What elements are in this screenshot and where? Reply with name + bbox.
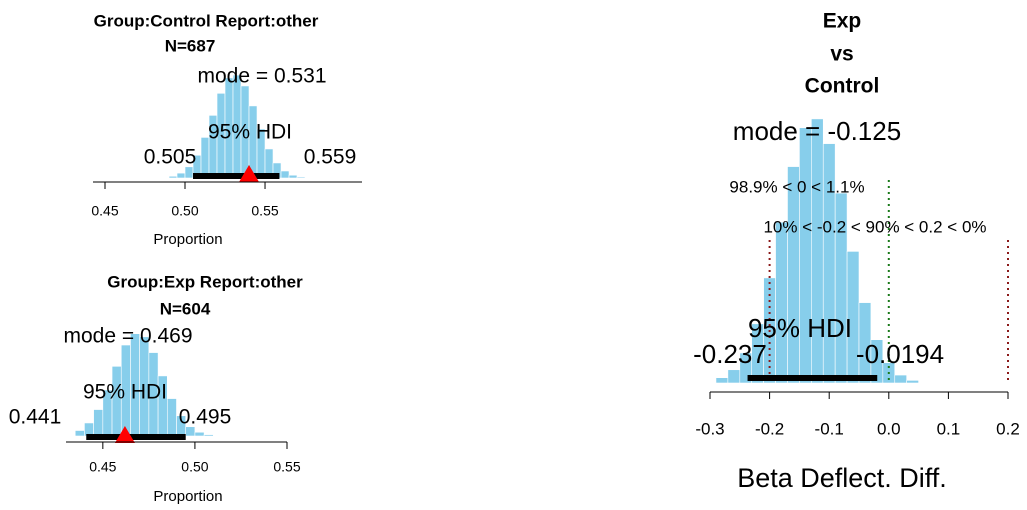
histogram-bar [168, 175, 178, 179]
hdi-value: -0.0194 [856, 339, 944, 369]
x-tick-label: 0.45 [89, 459, 116, 475]
chart-title: Group:Control Report:other [94, 11, 319, 30]
hdi-label: 95% HDI [208, 121, 292, 144]
x-tick-label: 0.45 [91, 203, 118, 219]
x-axis-label: Beta Deflect. Diff. [737, 463, 947, 493]
histogram-bar [787, 166, 800, 384]
rope-label: 10% < -0.2 < 90% < 0.2 < 0% [763, 217, 986, 236]
hdi-value: 0.505 [144, 146, 197, 169]
x-tick-label: 0.1 [937, 419, 961, 438]
histogram-bar [799, 127, 812, 384]
histogram-bar [894, 374, 907, 384]
histogram-bar [775, 221, 788, 384]
chart-subtitle: N=604 [160, 299, 211, 318]
x-tick-label: -0.1 [815, 419, 844, 438]
histogram-bar [296, 176, 306, 179]
histogram-bar [185, 426, 196, 437]
histogram-bar [93, 409, 104, 437]
x-tick-label: 0.50 [171, 203, 198, 219]
x-tick-label: 0.2 [996, 419, 1020, 438]
histogram-bar [166, 398, 177, 437]
mode-label: mode = 0.531 [197, 65, 326, 88]
chart-title: vs [830, 43, 853, 66]
histogram-bar [727, 369, 741, 384]
hdi-label: 95% HDI [83, 381, 167, 404]
histogram-bar [870, 339, 884, 384]
histogram-bar [176, 172, 186, 179]
x-axis-label: Proportion [153, 488, 222, 505]
chart-subtitle: N=687 [165, 36, 216, 55]
data-point-marker [239, 165, 260, 182]
histogram-bar [194, 431, 205, 437]
x-tick-label: -0.3 [695, 419, 724, 438]
mode-label: mode = -0.125 [733, 116, 901, 146]
x-tick-label: -0.2 [755, 419, 784, 438]
x-tick-label: 0.0 [877, 419, 901, 438]
chart-title: Group:Exp Report:other [107, 272, 303, 291]
histogram-bar [203, 434, 214, 437]
x-tick-label: 0.55 [251, 203, 278, 219]
hdi-label: 95% HDI [748, 313, 852, 343]
hdi-value: 0.559 [304, 146, 357, 169]
histogram-bar [288, 174, 298, 179]
mode-label: mode = 0.469 [63, 325, 192, 348]
histogram-bar [74, 430, 85, 437]
histogram-bar [280, 170, 290, 179]
histogram-bar [811, 118, 824, 384]
comparison-label: 98.9% < 0 < 1.1% [729, 177, 864, 196]
x-tick-label: 0.50 [181, 459, 208, 475]
chart-title: Control [805, 75, 880, 98]
hdi-value: 0.495 [179, 406, 232, 429]
x-tick-label: 0.55 [273, 459, 300, 475]
hdi-value: -0.237 [693, 339, 767, 369]
histogram-bar [906, 380, 919, 384]
chart-title: Exp [823, 10, 862, 33]
x-axis-label: Proportion [153, 231, 222, 248]
data-point-marker [114, 426, 135, 443]
hdi-value: 0.441 [9, 406, 62, 429]
histogram-bar [715, 377, 729, 384]
